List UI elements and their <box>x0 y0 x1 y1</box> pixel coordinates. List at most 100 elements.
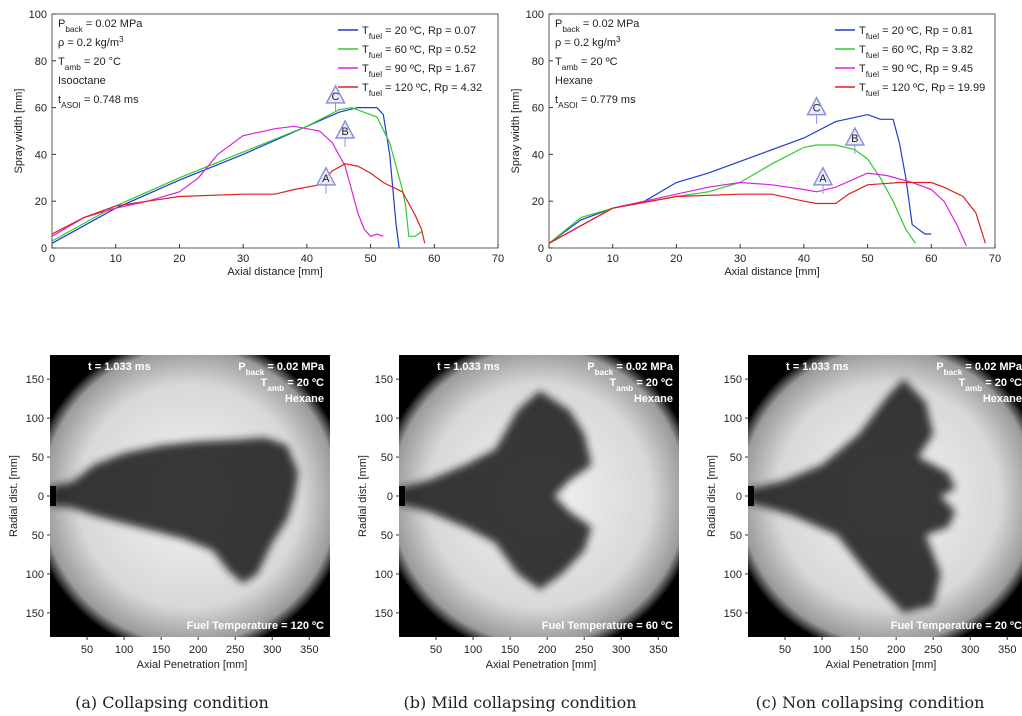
annotation: Hexane <box>555 75 593 87</box>
condition-label: Tamb = 20 ºC <box>959 377 1022 393</box>
annotation: ρ = 0.2 kg/m3 <box>58 35 124 50</box>
text-part: = 20 ºC <box>284 377 324 389</box>
annotation: Pback = 0.02 MPa <box>58 18 143 34</box>
x-tick-label: 250 <box>924 644 942 656</box>
subscript: amb <box>267 384 284 393</box>
x-axis-label: Axial Penetration [mm] <box>486 659 597 671</box>
x-tick-label: 250 <box>226 644 244 656</box>
y-tick-label: 50 <box>381 452 393 464</box>
subscript: amb <box>616 384 633 393</box>
x-tick-label: 100 <box>813 644 831 656</box>
text-part: T <box>959 377 966 389</box>
line-chart: 0 10 20 30 40 50 60 70 0 20 40 60 80 100 Axial distanc… <box>13 9 504 278</box>
legend-entry: Tfuel = 20 ºC, Rp = 0.81 <box>859 25 973 41</box>
x-tick-label: 300 <box>263 644 281 656</box>
marker-label: C <box>332 91 340 103</box>
x-axis-label: Axial distance [mm] <box>227 266 322 278</box>
y-tick-label: 40 <box>35 149 47 161</box>
text-part: = 120 ºC, Rp = 4.32 <box>382 82 482 94</box>
text-part: Hexane <box>285 393 324 405</box>
x-tick-label: 350 <box>998 644 1016 656</box>
y-tick-label: 50 <box>730 530 742 542</box>
fuel-temperature: Fuel Temperature = 120 ºC <box>187 620 324 632</box>
x-tick-label: 50 <box>779 644 791 656</box>
x-tick-label: 0 <box>546 253 552 265</box>
x-tick-label: 200 <box>887 644 905 656</box>
x-tick-label: 70 <box>989 253 1001 265</box>
x-axis-label: Axial Penetration [mm] <box>137 659 248 671</box>
subscript: amb <box>65 63 81 72</box>
y-tick-label: 60 <box>35 103 47 115</box>
text-part: T <box>58 56 65 68</box>
x-tick-label: 250 <box>575 644 593 656</box>
subscript: back <box>595 368 614 377</box>
y-tick-label: 100 <box>526 9 544 21</box>
superscript: 3 <box>616 35 621 44</box>
text-part: T <box>859 25 866 37</box>
x-tick-label: 10 <box>110 253 122 265</box>
x-tick-label: 60 <box>428 253 440 265</box>
y-tick-label: 150 <box>724 608 742 620</box>
annotation: Isooctane <box>58 75 106 87</box>
x-tick-label: 30 <box>734 253 746 265</box>
x-tick-label: 70 <box>492 253 504 265</box>
y-tick-label: 80 <box>35 56 47 68</box>
marker-triangle <box>315 166 337 186</box>
y-axis-label: Radial dist. [mm] <box>706 455 718 537</box>
spray <box>50 437 299 584</box>
marker-triangle <box>334 119 356 139</box>
annotation: tASOI = 0.779 ms <box>555 94 636 110</box>
condition-label: Pback = 0.02 MPa <box>587 361 674 377</box>
x-tick-label: 30 <box>237 253 249 265</box>
spray <box>399 390 592 590</box>
condition-label: Pback = 0.02 MPa <box>238 361 325 377</box>
text-part: = 90 ºC, Rp = 9.45 <box>879 63 973 75</box>
x-tick-label: 50 <box>430 644 442 656</box>
marker-triangle <box>325 84 346 104</box>
y-axis-label: Spray width [mm] <box>13 89 25 174</box>
subscript: amb <box>965 384 982 393</box>
subscript: fuel <box>866 51 879 60</box>
plot-area <box>51 13 499 249</box>
x-tick-label: 150 <box>850 644 868 656</box>
annotation: Tamb = 20 ºC <box>555 56 618 72</box>
nozzle <box>50 486 56 506</box>
x-tick-label: 100 <box>115 644 133 656</box>
subscript: back <box>562 25 580 34</box>
x-tick-label: 200 <box>538 644 556 656</box>
legend-entry: Tfuel = 60 ºC, Rp = 0.52 <box>362 44 476 60</box>
x-tick-label: 20 <box>173 253 185 265</box>
text-part: Hexane <box>983 393 1022 405</box>
y-tick-label: 50 <box>381 530 393 542</box>
text-part: = 20 ºC, Rp = 0.81 <box>879 25 973 37</box>
condition-label: Tamb = 20 ºC <box>261 377 325 393</box>
time-label: t = 1.033 ms <box>786 361 849 373</box>
y-tick-label: 100 <box>26 413 44 425</box>
text-part: = 90 ºC, Rp = 1.67 <box>382 63 476 75</box>
y-tick-label: 150 <box>26 608 44 620</box>
legend-entry: Tfuel = 60 ºC, Rp = 3.82 <box>859 44 973 60</box>
y-tick-label: 100 <box>375 413 393 425</box>
y-tick-label: 50 <box>32 452 44 464</box>
x-tick-label: 300 <box>612 644 630 656</box>
y-tick-label: 150 <box>724 374 742 386</box>
legend-entry: Tfuel = 20 ºC, Rp = 0.07 <box>362 25 476 41</box>
x-axis-label: Axial Penetration [mm] <box>826 659 937 671</box>
subscript: back <box>65 25 83 34</box>
time-label: t = 1.033 ms <box>437 361 500 373</box>
caption: (a) Collapsing condition <box>75 693 269 712</box>
text-part: t <box>555 94 558 106</box>
plot-area <box>548 13 996 249</box>
condition-label: Hexane <box>983 393 1022 405</box>
text-part: P <box>58 18 65 30</box>
text-part: P <box>936 361 943 373</box>
y-tick-label: 0 <box>38 491 44 503</box>
legend-entry: Tfuel = 120 ºC, Rp = 4.32 <box>362 82 482 98</box>
y-tick-label: 20 <box>35 196 47 208</box>
condition-label: Tamb = 20 ºC <box>610 377 674 393</box>
y-tick-label: 150 <box>375 608 393 620</box>
x-axis-label: Axial distance [mm] <box>724 266 819 278</box>
